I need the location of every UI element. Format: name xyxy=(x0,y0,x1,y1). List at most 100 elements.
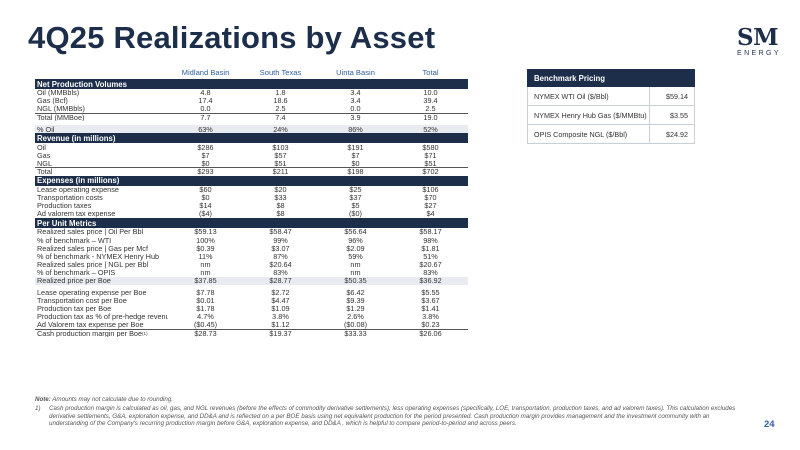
row-label-text: Transportation costs xyxy=(37,193,103,203)
cell-value: 52% xyxy=(393,125,468,134)
cell-value: $6.42 xyxy=(346,288,365,297)
benchmark-header-row: Benchmark Pricing xyxy=(526,69,696,87)
row-label: Ad Valorem tax expense per Boe xyxy=(35,321,168,330)
row-label: NGL (MMBbls) xyxy=(35,105,168,114)
cell-value: $57 xyxy=(274,151,287,160)
table-row: Lease operating expense $60 $20 $25 $106 xyxy=(35,186,468,194)
column-header-row: Midland Basin South Texas Uinta Basin To… xyxy=(35,67,468,79)
cell-value: $51 xyxy=(243,159,318,169)
row-label-text: Realized price per Boe xyxy=(37,276,111,285)
row-label: Realized sales price | Gas per Mcf xyxy=(35,244,168,252)
row-label: Realized price per Boe xyxy=(35,276,168,285)
row-label-text: Production tax as % of pre-hedge revenue xyxy=(37,313,168,322)
benchmark-value: $3.55 xyxy=(648,105,696,125)
cell-value: $0 xyxy=(201,193,210,203)
logo-mark: SM xyxy=(736,24,779,51)
cell-value: $2.09 xyxy=(346,244,365,253)
row-label-text: Total xyxy=(37,167,53,176)
row-label-text: Transportation cost per Boe xyxy=(37,296,127,306)
cell-value: 83% xyxy=(423,268,438,277)
table-row: % of benchmark – OPIS nm 83% nm 83% xyxy=(35,269,468,277)
cell-value: 3.9 xyxy=(350,113,361,122)
cell-value: $59.13 xyxy=(194,228,217,237)
table-row: Lease operating expense per Boe $7.78 $2.7… xyxy=(35,289,468,297)
table-row: Gas $7 $57 $7 $71 xyxy=(35,152,468,160)
cell-value: 3.8% xyxy=(272,313,289,322)
cell-value: $0.39 xyxy=(196,244,215,253)
cell-value: $8 xyxy=(276,202,285,211)
table-row: NGL (MMBbls) 0.0 2.5 0.0 2.5 xyxy=(35,105,468,114)
cell-value: nm xyxy=(350,260,361,269)
table-row: Realized sales price | Gas per Mcf $0.39 $… xyxy=(35,244,468,252)
cell-value: $20.64 xyxy=(269,260,292,269)
table-row: Gas (Bcf) 17.4 18.6 3.4 39.4 xyxy=(35,97,468,105)
row-label: % Oil xyxy=(35,125,168,134)
cell-value: 3.4 xyxy=(350,89,361,98)
cell-value: $8 xyxy=(276,210,285,219)
row-label: Lease operating expense per Boe xyxy=(35,289,168,297)
cell-value: $3.67 xyxy=(421,296,440,306)
table-row: Total $293 $211 $198 $702 xyxy=(35,168,468,176)
note-label: Note: xyxy=(35,396,51,403)
row-label-text: Gas xyxy=(37,151,51,160)
note-text: Amounts may not calculate due to roundin… xyxy=(50,396,174,403)
table-row: NGL $0 $51 $0 $51 xyxy=(35,159,468,169)
row-label: Cash production margin per Boe(1) xyxy=(35,329,168,338)
page-number: 24 xyxy=(764,419,775,430)
table-row: Ad Valorem tax expense per Boe ($0.45) $1.… xyxy=(35,321,468,330)
cell-value: ($4) xyxy=(199,210,212,219)
cell-value: $1.09 xyxy=(271,305,290,314)
row-label: Total xyxy=(35,168,168,176)
table-row: Total (MMBoe) 7.7 7.4 3.9 19.0 xyxy=(35,113,468,121)
cell-value: 10.0 xyxy=(423,89,438,98)
cell-value: $51 xyxy=(393,159,468,169)
cell-value: 63% xyxy=(168,125,243,134)
cell-value: 7.4 xyxy=(275,113,286,122)
benchmark-row: OPIS Composite NGL ($/Bbl) $24.92 xyxy=(527,124,696,144)
cell-value: 3.8% xyxy=(422,313,439,322)
benchmark-row: NYMEX Henry Hub Gas ($/MMBtu) $3.55 xyxy=(527,105,696,125)
row-label: % of benchmark – WTI xyxy=(35,236,168,244)
cell-value: $27 xyxy=(424,202,437,211)
cell-value: $106 xyxy=(422,185,439,194)
table-row: Realized sales price | NGL per Bbl nm $20.… xyxy=(35,261,468,269)
table-row: Oil (MMBbls) 4.8 1.8 3.4 10.0 xyxy=(35,89,468,97)
table-row: Cash production margin per Boe(1) $28.73 $… xyxy=(35,329,468,337)
row-label: Ad valorem tax expense xyxy=(35,210,168,218)
row-label-text: Oil (MMBbls) xyxy=(37,89,80,98)
cell-value: $28.77 xyxy=(243,276,318,285)
table-row: % of benchmark – WTI 100% 99% 96% 98% xyxy=(35,236,468,244)
table-row: % Oil 63% 24% 86% 52% xyxy=(35,125,468,134)
row-label-text: Lease operating expense per Boe xyxy=(37,288,147,297)
cell-value: $702 xyxy=(422,167,439,176)
table-row: Transportation cost per Boe $0.01 $4.47 $9.… xyxy=(35,297,468,305)
cell-value: ($0.08) xyxy=(318,321,393,330)
cell-value: $33 xyxy=(274,193,287,203)
column-header: South Texas xyxy=(259,68,302,78)
cell-value: 96% xyxy=(348,236,363,245)
cell-value: $20.67 xyxy=(419,260,442,269)
logo-wordmark: ENERGY xyxy=(737,50,781,57)
cell-value: $37.85 xyxy=(168,276,243,285)
cell-value: 87% xyxy=(273,252,288,261)
benchmark-pricing-table: Benchmark Pricing NYMEX WTI Oil ($/Bbl) … xyxy=(526,69,696,144)
cell-value: $5.55 xyxy=(421,288,440,297)
benchmark-label: NYMEX Henry Hub Gas ($/MMBtu) xyxy=(527,105,650,125)
cell-value: 0.0 xyxy=(318,105,393,114)
table-row: Ad valorem tax expense ($4) $8 ($0) $4 xyxy=(35,210,468,218)
row-label: % of benchmark – OPIS xyxy=(35,269,168,277)
row-label: Oil (MMBbls) xyxy=(35,89,168,97)
section-header-row: Revenue (in millions) xyxy=(35,133,468,144)
section-heading: Per Unit Metrics xyxy=(35,218,468,229)
column-header: Midland Basin xyxy=(181,68,230,78)
cell-value: $58.47 xyxy=(269,228,292,237)
row-label: Gas (Bcf) xyxy=(35,97,168,105)
row-label: Production taxes xyxy=(35,202,168,210)
column-header: Uinta Basin xyxy=(336,68,375,78)
column-header: Total xyxy=(422,68,439,78)
cell-value: $50.35 xyxy=(318,276,393,285)
row-label-text: Production taxes xyxy=(37,202,92,211)
rounding-note: Note: Amounts may not calculate due to r… xyxy=(35,396,750,403)
row-label-text: Cash production margin per Boe xyxy=(37,329,143,338)
cell-value: $20 xyxy=(274,185,287,194)
